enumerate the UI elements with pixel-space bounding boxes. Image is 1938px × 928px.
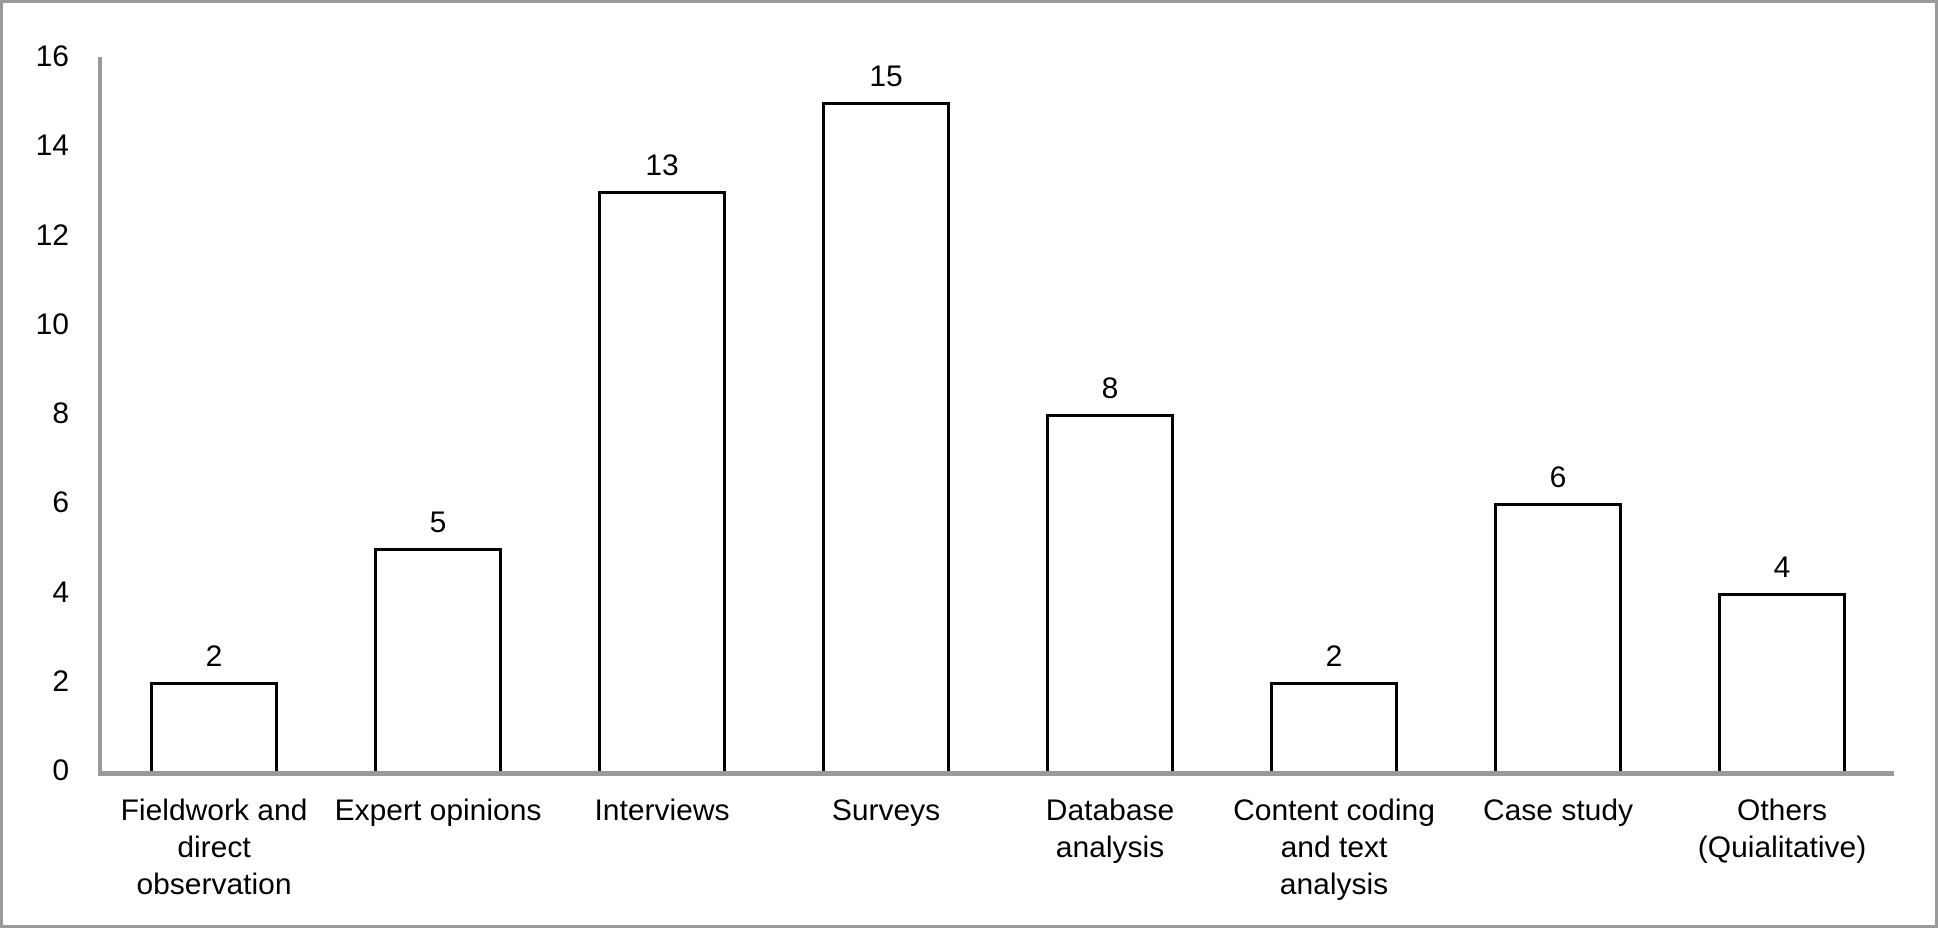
category-label: Interviews xyxy=(550,792,774,903)
category-label-line: (Quialitative) xyxy=(1697,831,1867,864)
category-label-line: Case study xyxy=(1482,794,1634,827)
category-label: Case study xyxy=(1446,792,1670,903)
y-tick-label: 0 xyxy=(52,754,69,787)
bar-slot: 6 xyxy=(1446,57,1670,771)
bar-value-label: 2 xyxy=(1325,639,1343,673)
category-label-line: Fieldwork and xyxy=(120,794,308,827)
bar xyxy=(1718,592,1846,771)
category-label-line: Interviews xyxy=(594,794,730,827)
y-tick-label: 8 xyxy=(52,397,69,430)
bar-value-label: 2 xyxy=(205,639,223,673)
y-tick-label: 4 xyxy=(52,575,69,609)
category-label-line: Database xyxy=(1045,794,1175,827)
category-label: Expert opinions xyxy=(326,792,550,903)
category-label-line: Content coding xyxy=(1233,794,1435,827)
category-label-line: direct xyxy=(177,831,251,864)
y-tick-label: 10 xyxy=(35,307,69,341)
bar-value-label: 13 xyxy=(645,148,679,182)
bar xyxy=(1494,503,1622,771)
y-axis-tick-labels: 0 2 4 6 8 10 12 14 16 xyxy=(3,40,69,787)
x-axis-category-labels: Fieldwork and direct observation Expert opi… xyxy=(102,776,1894,903)
category-label-line: analysis xyxy=(1055,831,1165,864)
bar-slot: 13 xyxy=(550,57,774,771)
category-label-line: Surveys xyxy=(831,794,941,827)
category-label-line: and text xyxy=(1280,831,1388,864)
y-tick-label: 2 xyxy=(52,664,69,698)
category-label: Others (Quialitative) xyxy=(1670,792,1894,903)
y-tick-label: 16 xyxy=(35,40,69,73)
bar-slot: 4 xyxy=(1670,57,1894,771)
bar-value-label: 4 xyxy=(1773,550,1791,584)
category-label: Content coding and text analysis xyxy=(1222,792,1446,903)
bar-slot: 2 xyxy=(1222,57,1446,771)
plot-area: 2 5 13 15 8 2 6 4 xyxy=(98,57,1894,776)
bar-slot: 8 xyxy=(998,57,1222,771)
bar xyxy=(598,190,726,771)
bar-value-label: 6 xyxy=(1549,461,1567,495)
category-label: Surveys xyxy=(774,792,998,903)
bar xyxy=(150,681,278,771)
category-label: Database analysis xyxy=(998,792,1222,903)
category-label-line: analysis xyxy=(1279,868,1389,901)
bar-value-label: 8 xyxy=(1101,372,1119,405)
bar-slot: 5 xyxy=(326,57,550,771)
bar xyxy=(1046,414,1174,771)
bar xyxy=(374,547,502,771)
category-label-line: Others xyxy=(1736,794,1828,827)
y-tick-label: 12 xyxy=(35,218,69,252)
y-tick-label: 14 xyxy=(35,129,69,163)
bars-row: 2 5 13 15 8 2 6 4 xyxy=(102,57,1894,771)
category-label-line: Expert opinions xyxy=(334,794,542,827)
bar xyxy=(1270,681,1398,771)
category-label: Fieldwork and direct observation xyxy=(102,792,326,903)
bar-value-label: 15 xyxy=(869,59,903,93)
bar-slot: 2 xyxy=(102,57,326,771)
bar xyxy=(822,101,950,771)
y-tick-label: 6 xyxy=(52,486,69,520)
bar-slot: 15 xyxy=(774,57,998,771)
bar-value-label: 5 xyxy=(429,505,447,539)
category-label-line: observation xyxy=(136,868,292,901)
